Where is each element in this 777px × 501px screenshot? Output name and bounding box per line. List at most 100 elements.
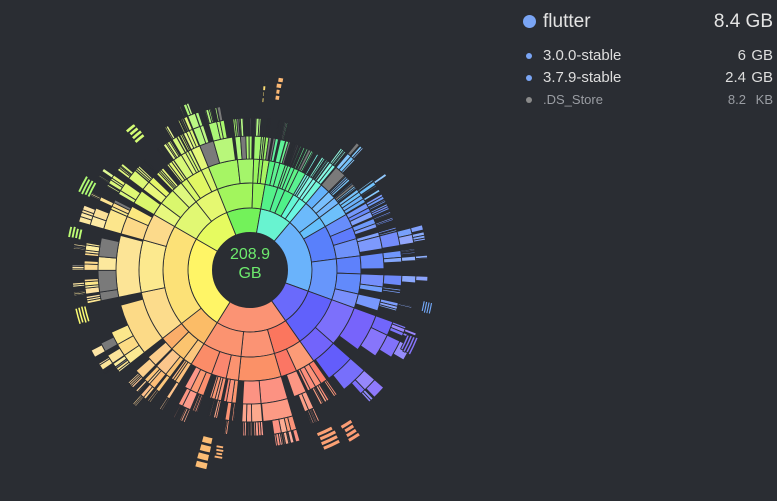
sunburst-segment[interactable] [101,167,115,179]
sunburst-segment[interactable] [352,147,364,160]
sunburst-spike[interactable] [263,79,266,86]
sunburst-segment[interactable] [241,403,248,423]
sunburst-spike[interactable] [124,122,137,134]
sunburst-segment[interactable] [253,421,257,437]
sunburst-segment[interactable] [98,174,111,182]
sunburst-segment[interactable] [360,391,372,403]
sunburst-segment[interactable] [113,199,132,211]
sunburst-segment[interactable] [415,257,429,261]
sunburst-spike[interactable] [194,459,209,471]
sunburst-spike[interactable] [275,88,281,95]
sunburst-segment[interactable] [135,379,148,393]
sunburst-segment[interactable] [72,289,86,293]
sunburst-spike[interactable] [274,94,281,101]
sunburst-spike[interactable] [345,427,358,439]
sunburst-segment[interactable] [158,147,172,164]
sunburst-spike[interactable] [67,225,74,239]
sunburst-segment[interactable] [222,419,227,435]
sunburst-segment[interactable] [288,144,299,167]
sunburst-spike[interactable] [133,133,146,144]
sunburst-segment[interactable] [382,274,403,287]
sunburst-segment[interactable] [138,239,167,293]
sunburst-spike[interactable] [343,423,356,434]
sunburst-spike[interactable] [262,85,267,92]
legend-selected-item[interactable]: flutter 8.4 GB [522,8,774,36]
sunburst-segment[interactable] [85,242,101,248]
sunburst-segment[interactable] [179,407,187,422]
sunburst-spike[interactable] [422,300,429,314]
sunburst-segment[interactable] [383,256,403,264]
sunburst-segment[interactable] [257,117,262,137]
sunburst-segment[interactable] [292,428,301,443]
sunburst-segment[interactable] [90,344,106,358]
sunburst-center-hole[interactable] [213,233,287,307]
sunburst-segment[interactable] [207,398,214,417]
sunburst-spike[interactable] [198,443,212,454]
sunburst-segment[interactable] [180,133,192,151]
sunburst-spike[interactable] [261,97,265,104]
sunburst-segment[interactable] [97,256,117,271]
sunburst-segment[interactable] [401,255,417,262]
sunburst-segment[interactable] [194,111,204,127]
sunburst-spike[interactable] [262,91,265,98]
sunburst-segment[interactable] [98,356,111,366]
sunburst-spike[interactable] [315,425,334,438]
sunburst-segment[interactable] [115,234,144,298]
sunburst-segment[interactable] [314,160,331,182]
sunburst-spike[interactable] [420,300,426,313]
sunburst-segment[interactable] [381,288,401,295]
sunburst-segment[interactable] [147,389,158,402]
sunburst-segment[interactable] [281,141,292,165]
sunburst-segment[interactable] [242,117,246,137]
sunburst-segment[interactable] [214,106,220,122]
sunburst-segment[interactable] [297,368,311,392]
sunburst-segment[interactable] [315,385,328,403]
sunburst-segment[interactable] [83,278,99,283]
sunburst-segment[interactable] [220,401,226,420]
sunburst-spike[interactable] [318,429,338,442]
legend-child-row[interactable]: .DS_Store 8.2 KB [522,90,774,112]
sunburst-segment[interactable] [373,173,388,185]
sunburst-segment[interactable] [322,381,335,398]
sunburst-spike[interactable] [80,178,92,196]
sunburst-segment[interactable] [359,252,385,270]
sunburst-segment[interactable] [333,150,347,167]
sunburst-segment[interactable] [366,195,385,208]
legend-child-row[interactable]: 3.7.9-stable 2.4 GB [522,68,774,90]
sunburst-segment[interactable] [132,394,143,406]
sunburst-segment[interactable] [170,359,187,381]
sunburst-segment[interactable] [415,275,429,282]
sunburst-spike[interactable] [320,434,339,447]
sunburst-segment[interactable] [230,402,235,422]
sunburst-spike[interactable] [405,336,416,354]
sunburst-segment[interactable] [412,237,426,243]
sunburst-spike[interactable] [70,225,77,239]
sunburst-segment[interactable] [368,200,387,211]
sunburst-segment[interactable] [242,380,262,405]
sunburst-segment[interactable] [363,188,381,202]
sunburst-segment[interactable] [72,281,86,286]
sunburst-spike[interactable] [400,334,410,351]
sunburst-segment[interactable] [165,125,176,140]
sunburst-segment[interactable] [378,304,398,312]
sunburst-segment[interactable] [103,364,115,373]
sunburst-segment[interactable] [82,204,96,215]
sunburst-segment[interactable] [296,148,309,171]
sunburst-segment[interactable] [308,409,317,424]
sunburst-segment[interactable] [331,178,351,197]
sunburst-segment[interactable] [400,251,416,256]
sunburst-segment[interactable] [267,118,271,138]
sunburst-segment[interactable] [83,263,99,271]
sunburst-segment[interactable] [98,196,115,207]
sunburst-segment[interactable] [236,158,255,185]
sunburst-spike[interactable] [77,228,84,241]
sunburst-spike[interactable] [213,454,224,460]
sunburst-segment[interactable] [310,157,326,179]
sunburst-spike[interactable] [130,129,143,141]
sunburst-segment[interactable] [216,106,224,122]
sunburst-spike[interactable] [74,307,82,326]
sunburst-spike[interactable] [83,305,91,323]
sunburst-segment[interactable] [180,105,187,118]
sunburst-segment[interactable] [341,158,356,174]
